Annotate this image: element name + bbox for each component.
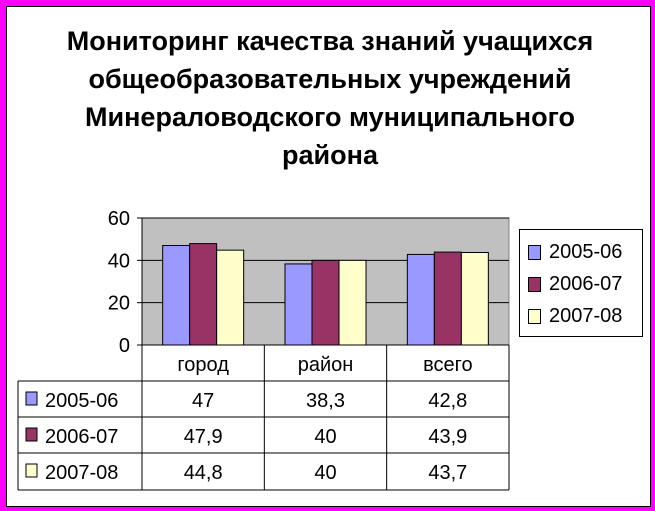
- table-cell-2-series-3: 40: [314, 462, 336, 484]
- y-tick-label-60: 60: [108, 208, 130, 230]
- table-row-label-series-2: 2006-07: [45, 426, 118, 448]
- legend: 2005-06 2006-07 2007-08: [519, 229, 643, 337]
- bar-1-series-2: [189, 243, 218, 346]
- chart-title: Мониторинг качества знаний учащихся обще…: [66, 26, 594, 170]
- legend-swatch-series-1: [528, 244, 541, 260]
- bar-1-series-1: [162, 245, 191, 346]
- legend-label-series-3: 2007-08: [549, 304, 623, 327]
- bar-2-series-2: [311, 259, 340, 346]
- y-tick-label-0: 0: [119, 335, 130, 357]
- bar-3-series-2: [433, 251, 462, 346]
- table-cell-1-series-1: 47: [192, 390, 214, 412]
- bar-1-series-3: [216, 249, 245, 346]
- table-swatch-series-2: [25, 427, 38, 442]
- table-cell-3-series-3: 43,7: [428, 462, 467, 484]
- legend-swatch-series-2: [528, 276, 541, 292]
- table-row-label-series-3: 2007-08: [45, 462, 118, 484]
- table-cell-3-series-2: 43,9: [428, 426, 467, 448]
- table-cell-3-series-1: 42,8: [428, 390, 467, 412]
- bar-2-series-3: [338, 259, 367, 346]
- y-tick-label-20: 20: [108, 293, 130, 315]
- table-cell-1-series-3: 44,8: [184, 462, 223, 484]
- legend-label-series-1: 2005-06: [549, 240, 623, 263]
- legend-item-series-1: 2005-06: [528, 238, 622, 266]
- legend-label-series-2: 2006-07: [549, 272, 623, 295]
- legend-item-series-2: 2006-07: [528, 270, 622, 298]
- table-swatch-series-3: [25, 463, 38, 478]
- table-row-label-series-1: 2005-06: [45, 390, 118, 412]
- legend-item-series-3: 2007-08: [528, 302, 622, 330]
- bar-3-series-1: [406, 253, 435, 346]
- table-cell-1-series-2: 47,9: [184, 426, 223, 448]
- table-swatch-series-1: [25, 391, 38, 406]
- bar-3-series-3: [460, 252, 489, 346]
- category-label-3: всего: [423, 354, 473, 376]
- category-label-2: район: [298, 354, 354, 376]
- table-cell-2-series-1: 38,3: [306, 390, 345, 412]
- y-tick-label-40: 40: [108, 250, 130, 272]
- bar-2-series-1: [284, 263, 313, 346]
- legend-swatch-series-3: [528, 308, 541, 324]
- table-cell-2-series-2: 40: [314, 426, 336, 448]
- category-label-1: город: [177, 354, 229, 376]
